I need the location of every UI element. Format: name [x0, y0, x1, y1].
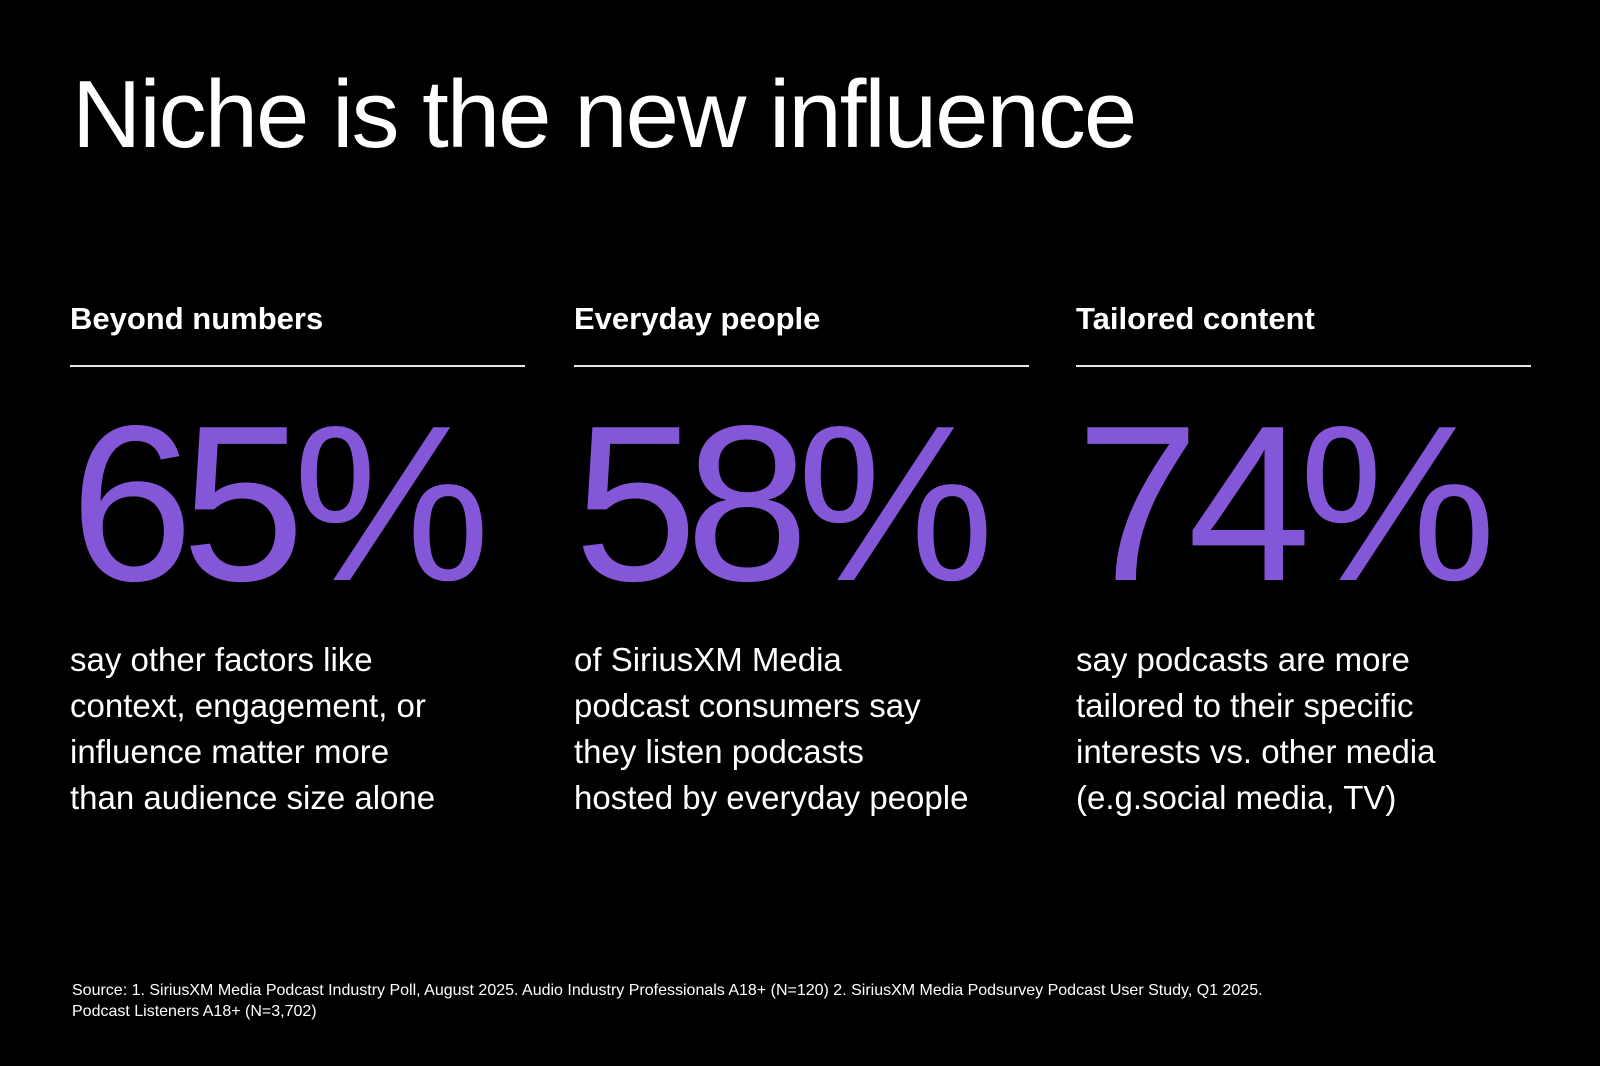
stat-description: say other factors like context, engageme… — [70, 637, 525, 821]
stat-description-line: of SiriusXM Media — [574, 641, 842, 679]
stat-description-line: tailored to their specific — [1076, 687, 1414, 725]
stat-description-line: they listen podcasts — [574, 733, 864, 771]
stat-value: 74% — [1076, 380, 1496, 629]
source-line: Podcast Listeners A18+ (N=3,702) — [72, 1003, 317, 1020]
divider — [70, 365, 525, 368]
stat-description: of SiriusXM Media podcast consumers say … — [574, 637, 1029, 821]
stat-description-line: influence matter more — [70, 733, 390, 771]
source-line: Source: 1. SiriusXM Media Podcast Indust… — [72, 982, 1263, 999]
stat-description-line: say other factors like — [70, 641, 373, 679]
stat-card-everyday-people: Everyday people 58% of SiriusXM Media po… — [574, 300, 1029, 821]
stat-description-line: interests vs. other media — [1076, 733, 1436, 771]
stat-card-tailored-content: Tailored content 74% say podcasts are mo… — [1076, 300, 1531, 821]
stat-heading: Beyond numbers — [70, 301, 324, 336]
divider — [574, 365, 1029, 368]
source-footnote: Source: 1. SiriusXM Media Podcast Indust… — [72, 980, 1532, 1022]
stat-description: say podcasts are more tailored to their … — [1076, 637, 1531, 821]
stat-value: 58% — [574, 380, 994, 629]
stat-description-line: context, engagement, or — [70, 687, 426, 725]
page-title: Niche is the new influence — [72, 61, 1137, 168]
stat-description-line: say podcasts are more — [1076, 641, 1410, 679]
stat-description-line: than audience size alone — [70, 779, 436, 817]
stat-value: 65% — [70, 380, 490, 629]
stat-description-line: podcast consumers say — [574, 687, 921, 725]
stat-description-line: hosted by everyday people — [574, 779, 969, 817]
divider — [1076, 365, 1531, 368]
stat-heading: Everyday people — [574, 301, 821, 336]
stat-description-line: (e.g.social media, TV) — [1076, 779, 1397, 817]
stat-card-beyond-numbers: Beyond numbers 65% say other factors lik… — [70, 300, 525, 821]
stat-heading: Tailored content — [1076, 301, 1315, 336]
